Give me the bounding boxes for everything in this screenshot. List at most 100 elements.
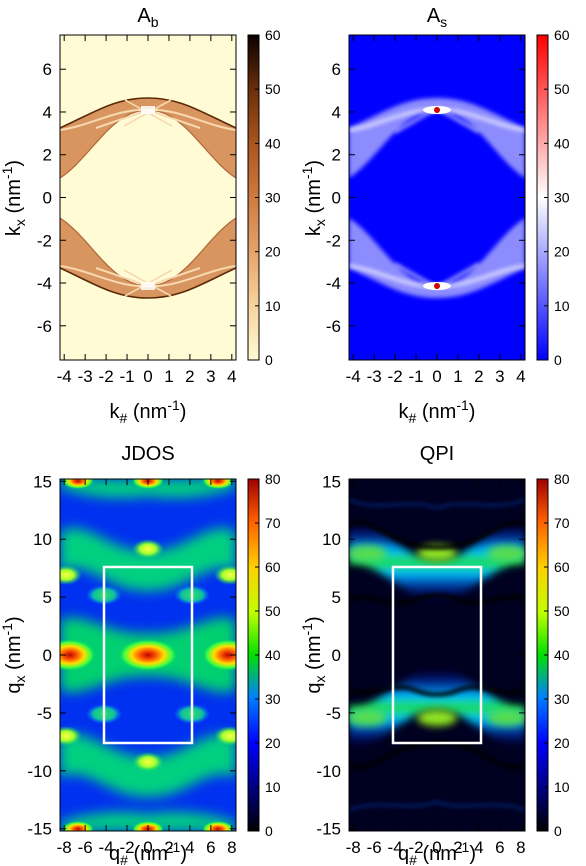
colorbar-tick-label: 60 <box>554 27 570 43</box>
x-tick-label: 0 <box>432 367 441 386</box>
colorbar-tick-label: 60 <box>265 27 281 43</box>
x-tick-label: -2 <box>388 367 403 386</box>
x-tick-label: -6 <box>78 838 93 857</box>
colorbar-tick-label: 20 <box>554 244 570 260</box>
heatmap-ab <box>60 35 236 360</box>
colorbar-tick-label: 30 <box>554 190 570 206</box>
x-tick-label: 0 <box>432 838 441 857</box>
y-axis-label-ab: kx (nm-1) <box>0 160 28 236</box>
x-tick-label: 3 <box>495 367 504 386</box>
colorbar-tick-label: 40 <box>554 647 570 663</box>
y-tick-label: 0 <box>43 189 52 208</box>
colorbar-tick-label: 20 <box>265 244 281 260</box>
y-tick-label: -15 <box>27 820 52 839</box>
y-tick-label: 0 <box>332 646 341 665</box>
panel-qpi <box>348 478 526 832</box>
colorbar-tick-label: 10 <box>554 779 570 795</box>
y-tick-label: 15 <box>33 472 52 491</box>
colorbar-tick-label: 30 <box>265 190 281 206</box>
y-tick-label: 5 <box>43 588 52 607</box>
x-tick-label: -4 <box>57 367 72 386</box>
colorbar-tick-label: 50 <box>265 81 281 97</box>
colorbar-tick-label: 70 <box>554 515 570 531</box>
panel-jdos <box>59 478 237 832</box>
colorbar-tick-label: 10 <box>265 779 281 795</box>
y-tick-label: -5 <box>37 704 52 723</box>
y-tick-label: 5 <box>332 588 341 607</box>
colorbar-tick-label: 40 <box>265 135 281 151</box>
panel-title-jdos: JDOS <box>121 443 174 465</box>
colorbar-tick-label: 0 <box>265 352 273 368</box>
colorbar-tick-label: 30 <box>554 691 570 707</box>
x-tick-label: 8 <box>516 838 525 857</box>
colorbar-tick-label: 0 <box>265 823 273 839</box>
colorbar-tick-label: 20 <box>554 735 570 751</box>
colorbar-tick-label: 40 <box>554 135 570 151</box>
x-tick-label: 0 <box>143 367 152 386</box>
x-tick-label: -1 <box>119 367 134 386</box>
brillouin-zone-rect <box>102 565 194 745</box>
colorbar-tick-label: 20 <box>265 735 281 751</box>
colorbar-tick-label: 10 <box>554 298 570 314</box>
y-tick-label: 6 <box>332 60 341 79</box>
y-tick-label: 10 <box>33 530 52 549</box>
x-tick-label: -1 <box>408 367 423 386</box>
y-tick-label: 4 <box>43 103 52 122</box>
heatmap-qpi <box>349 479 525 831</box>
y-tick-label: -5 <box>326 704 341 723</box>
x-tick-label: 4 <box>185 838 194 857</box>
panel-title-qpi: QPI <box>420 443 454 465</box>
y-axis-label-as: kx (nm-1) <box>299 160 328 236</box>
x-axis-label-qpi: q# (nm-1) <box>398 839 476 866</box>
colorbar-tick-label: 50 <box>265 603 281 619</box>
x-tick-label: -2 <box>99 367 114 386</box>
x-tick-label: 2 <box>164 838 173 857</box>
x-tick-label: -4 <box>346 367 361 386</box>
y-tick-label: -15 <box>316 820 341 839</box>
colorbar-tick-label: 50 <box>554 603 570 619</box>
x-tick-label: -2 <box>119 838 134 857</box>
y-tick-label: 0 <box>332 189 341 208</box>
x-tick-label: 4 <box>474 838 483 857</box>
y-tick-label: 10 <box>322 530 341 549</box>
colorbar-tick-label: 40 <box>265 647 281 663</box>
x-tick-label: 6 <box>495 838 504 857</box>
heatmap-as <box>349 35 525 360</box>
x-axis-label-ab: k# (nm-1) <box>110 397 187 426</box>
x-tick-label: -3 <box>367 367 382 386</box>
x-axis-label-as: k# (nm-1) <box>399 397 476 426</box>
colorbar-tick-label: 60 <box>265 559 281 575</box>
y-tick-label: -4 <box>326 274 341 293</box>
x-tick-label: -3 <box>78 367 93 386</box>
y-tick-label: 2 <box>43 146 52 165</box>
colorbar-tick-label: 30 <box>265 691 281 707</box>
colorbar-tick-label: 10 <box>265 298 281 314</box>
x-tick-label: -4 <box>388 838 403 857</box>
y-tick-label: -6 <box>326 317 341 336</box>
x-tick-label: 8 <box>227 838 236 857</box>
y-axis-label-jdos: qx (nm-1) <box>0 616 28 693</box>
colorbar-tick-label: 0 <box>554 352 562 368</box>
y-tick-label: 0 <box>43 646 52 665</box>
y-axis-label-qpi: qx (nm-1) <box>299 616 328 693</box>
x-tick-label: 3 <box>206 367 215 386</box>
x-tick-label: -6 <box>367 838 382 857</box>
x-tick-label: 0 <box>143 838 152 857</box>
colorbar-tick-label: 60 <box>554 559 570 575</box>
colorbar-tick-label: 70 <box>265 515 281 531</box>
x-tick-label: 1 <box>164 367 173 386</box>
brillouin-zone-rect <box>391 565 483 745</box>
y-tick-label: -10 <box>27 762 52 781</box>
heatmap-jdos <box>60 479 236 831</box>
x-tick-label: 2 <box>185 367 194 386</box>
y-tick-label: -6 <box>37 317 52 336</box>
x-axis-label-jdos: q# (nm-1) <box>109 839 187 866</box>
y-tick-label: 6 <box>43 60 52 79</box>
colorbar-tick-label: 80 <box>265 471 281 487</box>
x-tick-label: 4 <box>516 367 525 386</box>
panel-title-as: As <box>427 5 447 30</box>
panel-as <box>348 34 526 361</box>
x-tick-label: 1 <box>453 367 462 386</box>
